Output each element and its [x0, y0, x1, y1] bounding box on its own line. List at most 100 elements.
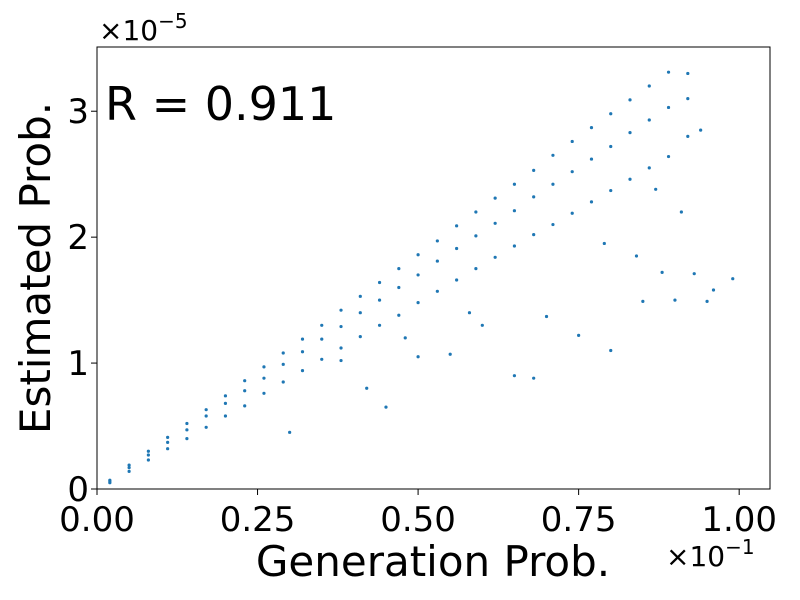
point [339, 308, 343, 312]
y-offset-base: ×10 [99, 14, 158, 47]
point [166, 447, 170, 451]
point [493, 221, 497, 225]
point [435, 239, 439, 243]
point [673, 298, 677, 302]
y-offset: ×10−5 [99, 9, 188, 47]
point [146, 449, 150, 453]
point [455, 224, 459, 228]
point [223, 401, 228, 405]
point [416, 301, 420, 305]
x-tick-label: 1.00 [701, 500, 777, 540]
point [397, 267, 401, 271]
point [705, 299, 709, 303]
point [365, 386, 369, 390]
point [281, 362, 285, 366]
point [544, 314, 549, 319]
point [320, 323, 324, 327]
point [448, 352, 452, 356]
point [602, 241, 606, 246]
point [628, 98, 632, 102]
point [204, 414, 208, 418]
point [647, 84, 651, 88]
point [281, 351, 285, 355]
x-tick-label: 0.00 [59, 500, 135, 540]
x-offset: ×10−1 [666, 535, 755, 573]
point [108, 481, 112, 485]
point [589, 157, 594, 161]
point [146, 453, 150, 457]
x-tick-label: 0.75 [541, 500, 617, 540]
point [551, 153, 555, 157]
point [339, 358, 343, 363]
point [416, 273, 420, 277]
point [570, 139, 574, 144]
point [204, 425, 208, 429]
point [474, 210, 478, 214]
y-axis-label: Estimated Prob. [11, 102, 60, 434]
point [628, 131, 632, 135]
point [339, 346, 343, 350]
point [589, 200, 594, 204]
point [416, 355, 420, 359]
point [300, 337, 305, 341]
point [262, 376, 266, 380]
point [647, 118, 651, 122]
point [512, 244, 517, 248]
point [358, 294, 362, 298]
y-offset-exponent: −5 [158, 9, 187, 33]
point [532, 233, 536, 237]
point [711, 288, 716, 292]
point [654, 187, 658, 191]
point [609, 188, 613, 193]
point [480, 323, 484, 327]
annotation: R = 0.911 [105, 77, 336, 131]
point [384, 405, 388, 409]
point [223, 394, 228, 398]
point [493, 196, 497, 200]
point [185, 428, 189, 432]
point [628, 177, 632, 181]
point [127, 465, 131, 470]
point [666, 154, 671, 159]
point [551, 222, 555, 227]
point [686, 71, 690, 76]
point [127, 463, 131, 467]
point [320, 337, 324, 341]
point [281, 380, 285, 384]
point [512, 374, 517, 378]
point [403, 336, 407, 340]
point [609, 348, 613, 353]
point [320, 357, 324, 361]
point [641, 299, 645, 303]
point [300, 369, 305, 373]
point [532, 195, 536, 199]
point [474, 267, 478, 271]
point [127, 469, 131, 473]
point [609, 112, 613, 116]
point [243, 379, 247, 383]
point [358, 335, 362, 339]
point [474, 234, 478, 238]
point [512, 209, 517, 213]
point [288, 430, 292, 434]
point [339, 324, 343, 329]
x-tick-label: 0.25 [220, 500, 296, 540]
point [731, 277, 735, 281]
point [243, 389, 247, 393]
y-tick-label: 3 [67, 92, 89, 132]
point [243, 404, 247, 408]
y-tick-label: 2 [67, 218, 89, 258]
point [377, 298, 382, 302]
point [455, 246, 459, 251]
x-offset-base: ×10 [666, 540, 725, 573]
point [435, 259, 439, 263]
x-offset-exponent: −1 [725, 535, 754, 559]
point [300, 350, 305, 354]
point [358, 311, 362, 315]
point [467, 311, 472, 315]
point [570, 211, 574, 215]
point [146, 458, 150, 462]
point [686, 134, 690, 139]
point [532, 376, 536, 380]
y-tick-label: 1 [67, 344, 89, 384]
